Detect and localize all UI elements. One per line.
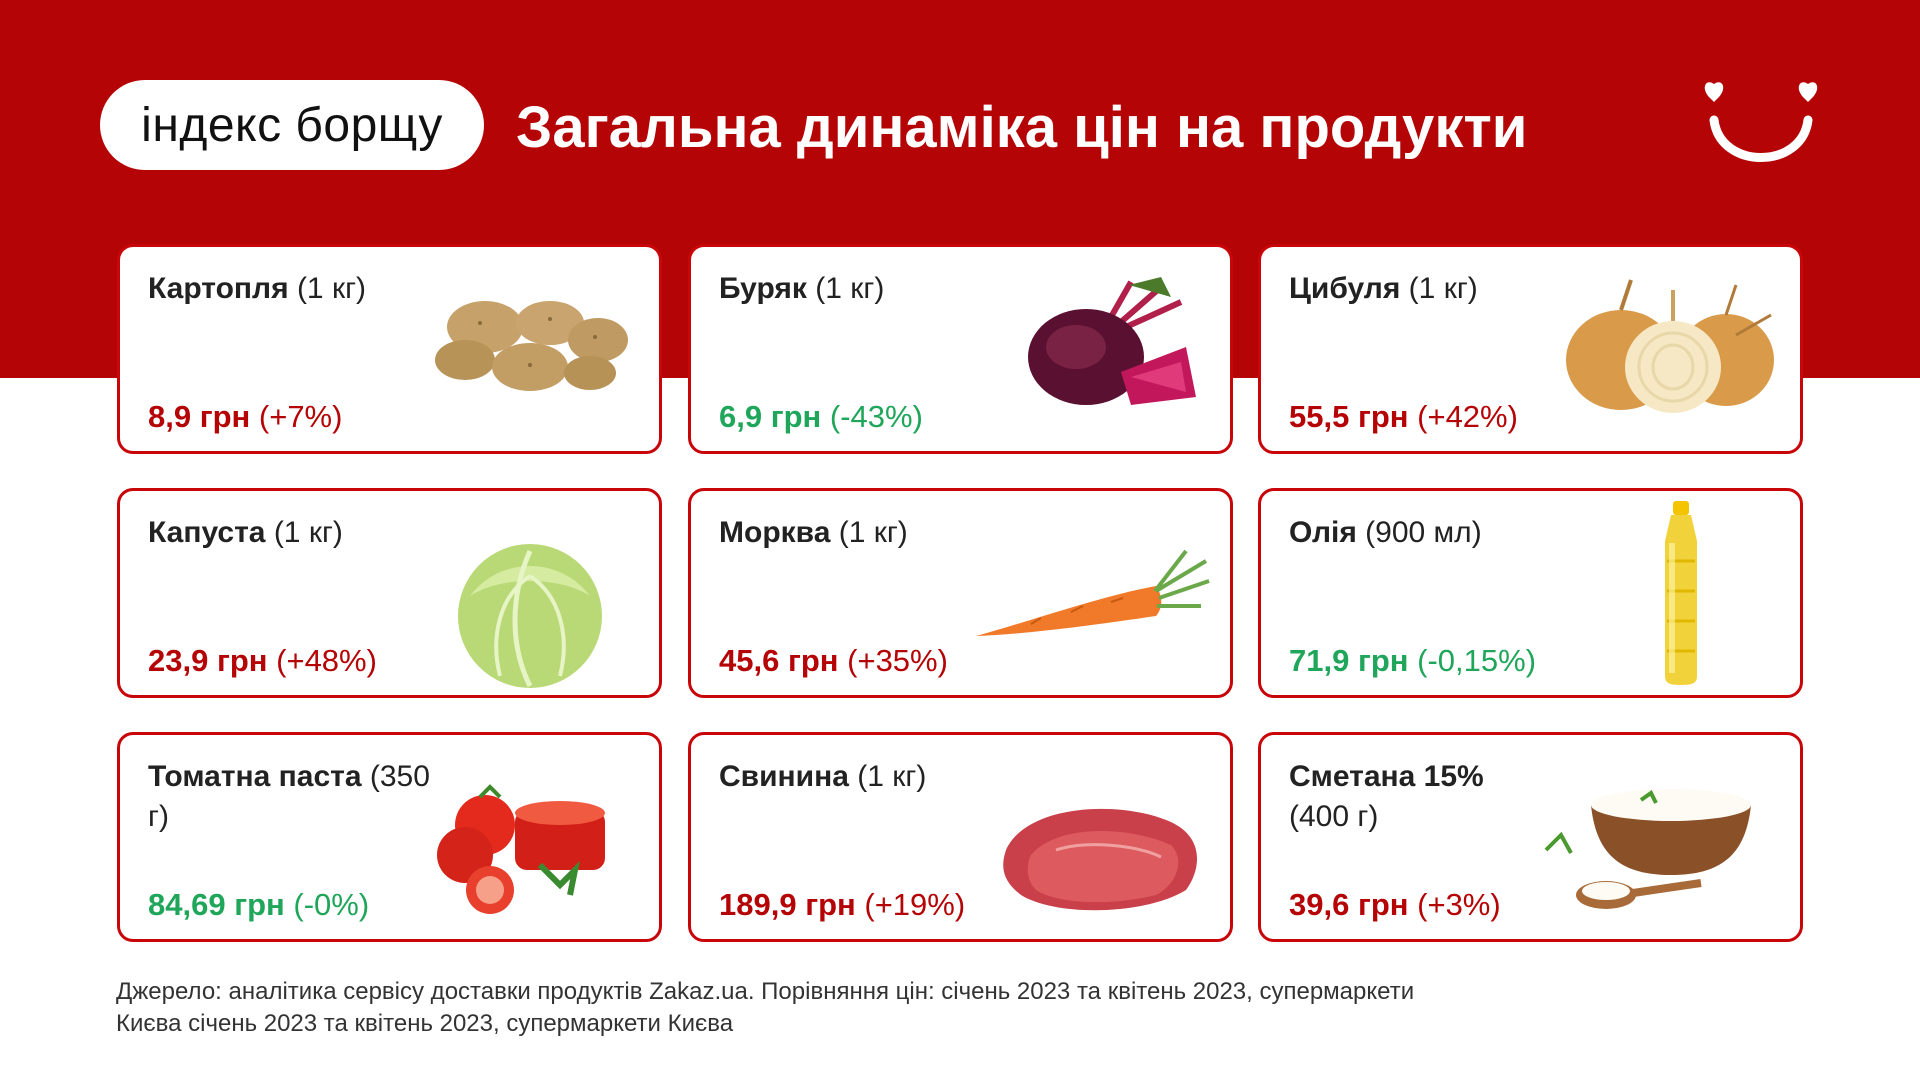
product-price: 8,9 грн [148,399,251,434]
product-price: 45,6 грн [719,643,839,678]
price-change: (+19%) [855,887,966,922]
product-name: Свинина [719,760,849,793]
price-change: (+48%) [267,643,377,678]
product-price: 71,9 грн [1289,643,1409,678]
product-card-carrot: Морква (1 кг) 45,6 грн (+35%) [688,488,1233,698]
product-price: 84,69 грн [148,887,285,922]
price-change: (+42%) [1408,399,1518,434]
beet-icon [1028,277,1196,405]
tomato-paste-icon [437,784,605,914]
product-card-onion: Цибуля (1 кг) 55,5 грн (+42%) [1258,244,1803,454]
product-qty: (350 г) [148,760,430,833]
product-card-oil: Олія (900 мл) 71,9 грн (-0,15%) [1258,488,1803,698]
product-name: Сметана 15% [1289,760,1484,793]
product-qty: (1 кг) [806,272,885,305]
page-title: Загальна динаміка цін на продукти [516,95,1528,160]
product-card-cabbage: Капуста (1 кг) 23,9 грн (+48%) [117,488,662,698]
source-note: Джерело: аналітика сервісу доставки прод… [116,978,1415,1037]
product-card-pork: Свинина (1 кг) 189,9 грн (+19%) [688,732,1233,942]
product-card-sour-cream: Сметана 15% (400 г) 39,6 грн (+3%) [1258,732,1803,942]
product-qty: (1 кг) [830,516,908,549]
product-name: Томатна паста [148,760,362,793]
product-price: 189,9 грн [719,887,856,922]
product-qty: (900 мл) [1356,516,1482,549]
product-price: 6,9 грн [719,399,822,434]
product-name: Буряк [719,272,807,305]
product-qty: (1 кг) [1400,272,1478,305]
product-qty: (1 кг) [288,272,367,305]
product-name: Цибуля [1289,272,1401,305]
brand-badge: індекс борщу [100,80,484,170]
product-name: Олія [1289,516,1357,549]
product-qty: (400 г) [1289,800,1379,833]
product-price: 23,9 грн [148,643,268,678]
smile-hearts-logo-icon [1704,82,1818,162]
price-change: (-0%) [284,887,370,922]
onion-icon [1566,279,1774,413]
price-change: (+3%) [1408,887,1501,922]
pork-icon [1003,808,1198,911]
product-card-tomato-paste: Томатна паста (350 г) 84,69 грн (-0%) [117,732,662,942]
price-change: (-43%) [821,399,923,434]
product-price: 39,6 грн [1289,887,1409,922]
price-change: (+7%) [250,399,343,434]
sour-cream-icon [1544,789,1751,909]
product-name: Капуста [148,516,266,549]
product-price: 55,5 грн [1289,399,1409,434]
product-card-beet: Буряк (1 кг) 6,9 грн (-43%) [688,244,1233,454]
potato-icon [435,301,628,391]
carrot-icon [976,549,1210,636]
product-qty: (1 кг) [265,516,343,549]
product-card-potato: Картопля (1 кг) 8,9 грн (+7%) [117,244,662,454]
product-name: Морква [719,516,831,549]
price-change: (+35%) [838,643,948,678]
cabbage-icon [458,544,602,688]
product-name: Картопля [148,272,289,305]
price-change: (-0,15%) [1408,643,1537,678]
oil-bottle-icon [1665,501,1697,685]
product-qty: (1 кг) [848,760,927,793]
